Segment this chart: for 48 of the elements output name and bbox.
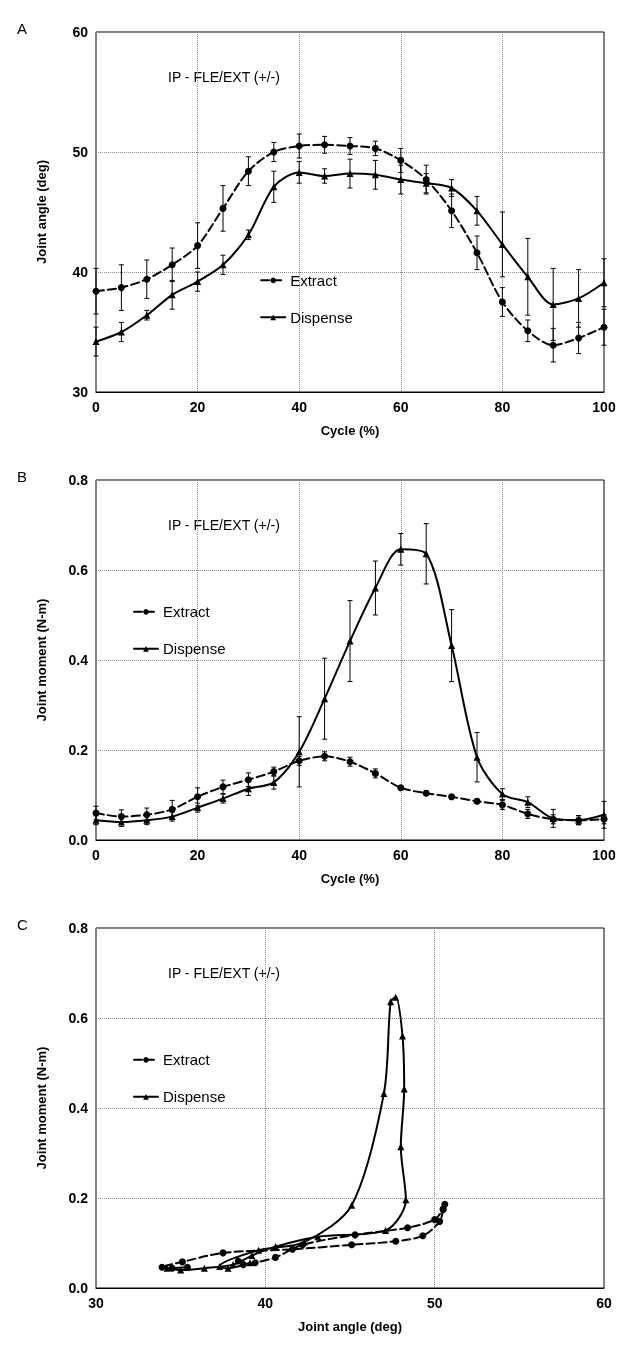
x-tick-label: 20 xyxy=(189,847,206,863)
x-tick-label: 80 xyxy=(494,847,511,863)
chart-title: B xyxy=(17,468,28,485)
annotation: IP - FLE/EXT (+/-) xyxy=(168,69,280,85)
y-tick-label: 0.8 xyxy=(68,472,89,488)
y-tick-label: 40 xyxy=(72,264,89,280)
chart-title: A xyxy=(17,20,28,37)
x-tick-label: 40 xyxy=(291,847,308,863)
x-axis-title: Joint angle (deg) xyxy=(298,1319,402,1334)
x-tick-label: 60 xyxy=(393,399,409,415)
y-tick-label: 0.6 xyxy=(68,1010,89,1026)
y-axis-title: Joint moment (N-m) xyxy=(34,598,49,722)
y-axis-title: Joint angle (deg) xyxy=(34,160,49,264)
y-axis-title: Joint moment (N-m) xyxy=(34,1046,49,1170)
chart-title: C xyxy=(17,916,28,933)
y-tick-label: 0.6 xyxy=(68,562,89,578)
x-tick-label: 80 xyxy=(494,399,511,415)
x-tick-label: 30 xyxy=(88,1295,104,1311)
x-tick-label: 40 xyxy=(257,1295,274,1311)
x-tick-label: 40 xyxy=(291,399,308,415)
legend-label: Extract xyxy=(163,603,211,621)
legend-label: Dispense xyxy=(163,640,226,658)
x-tick-label: 20 xyxy=(189,399,206,415)
y-tick-label: 0.8 xyxy=(68,920,89,936)
y-tick-label: 0.4 xyxy=(68,1100,89,1116)
annotation: IP - FLE/EXT (+/-) xyxy=(168,517,280,533)
y-tick-label: 0.2 xyxy=(68,742,89,758)
y-tick-label: 0.2 xyxy=(68,1190,89,1206)
x-tick-label: 0 xyxy=(92,399,101,415)
legend-label: Extract xyxy=(163,1051,211,1069)
x-tick-label: 100 xyxy=(592,399,616,415)
x-axis-title: Cycle (%) xyxy=(320,871,380,886)
x-tick-label: 60 xyxy=(596,1295,612,1311)
legend-label: Extract xyxy=(290,271,338,289)
annotation: IP - FLE/EXT (+/-) xyxy=(168,965,280,981)
y-tick-label: 50 xyxy=(72,144,89,160)
y-tick-label: 60 xyxy=(72,24,89,40)
y-tick-label: 0.4 xyxy=(68,652,89,668)
x-tick-label: 100 xyxy=(592,847,616,863)
y-tick-label: 30 xyxy=(72,384,89,400)
legend-label: Dispense xyxy=(163,1088,226,1106)
y-tick-label: 0.0 xyxy=(68,1280,89,1296)
x-tick-label: 0 xyxy=(92,847,101,863)
x-tick-label: 50 xyxy=(426,1295,443,1311)
y-tick-label: 0.0 xyxy=(68,832,89,848)
x-tick-label: 60 xyxy=(393,847,409,863)
x-axis-title: Cycle (%) xyxy=(320,423,380,438)
legend-label: Dispense xyxy=(290,308,353,326)
